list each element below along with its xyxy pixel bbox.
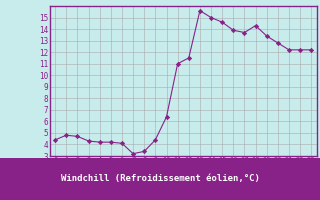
Text: Windchill (Refroidissement éolien,°C): Windchill (Refroidissement éolien,°C): [60, 174, 260, 184]
